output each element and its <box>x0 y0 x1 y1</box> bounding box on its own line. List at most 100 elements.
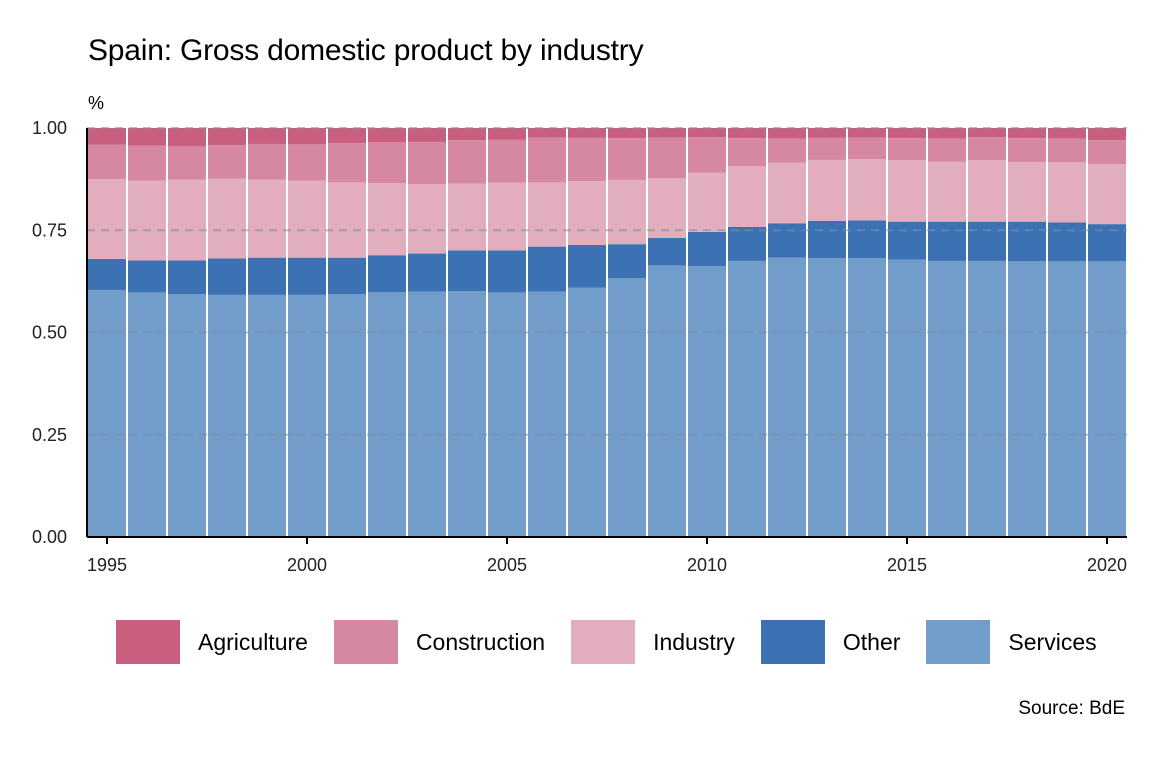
y-tick-label-1.00: 1.00 <box>32 118 67 138</box>
bar-agriculture-1998 <box>208 128 246 146</box>
bar-agriculture-2014 <box>848 128 886 138</box>
bar-industry-1999 <box>248 179 286 258</box>
bar-construction-1995 <box>88 144 126 180</box>
bar-services-2017 <box>968 260 1006 537</box>
bar-industry-2004 <box>448 183 486 251</box>
bar-other-2017 <box>968 221 1006 261</box>
bar-construction-2001 <box>328 143 366 183</box>
bar-services-2002 <box>368 292 406 537</box>
bar-industry-2008 <box>608 179 646 245</box>
bar-services-2008 <box>608 278 646 537</box>
bar-construction-1996 <box>128 145 166 181</box>
bar-agriculture-2012 <box>768 128 806 139</box>
bar-industry-2000 <box>288 180 326 258</box>
source-note: Source: BdE <box>1018 698 1125 719</box>
legend-swatch-services <box>926 620 991 664</box>
bar-construction-1998 <box>208 145 246 179</box>
bar-other-2019 <box>1048 222 1086 262</box>
bar-other-1997 <box>168 260 206 295</box>
bar-other-1998 <box>208 258 246 295</box>
y-tick-label-0.25: 0.25 <box>32 425 67 445</box>
bar-services-1999 <box>248 294 286 537</box>
bar-construction-2007 <box>568 137 606 182</box>
bar-industry-2013 <box>808 159 846 221</box>
bar-agriculture-2020 <box>1088 128 1126 141</box>
bar-agriculture-2016 <box>928 128 966 139</box>
bar-services-2018 <box>1008 261 1046 537</box>
bar-industry-2002 <box>368 183 406 256</box>
bar-construction-2009 <box>648 137 686 179</box>
bar-agriculture-1995 <box>88 128 126 145</box>
bar-industry-2020 <box>1088 163 1126 225</box>
bar-services-2000 <box>288 294 326 537</box>
bar-services-2016 <box>928 260 966 537</box>
bar-services-2005 <box>488 292 526 537</box>
bar-agriculture-2015 <box>888 128 926 139</box>
bar-other-1999 <box>248 257 286 295</box>
bar-construction-2012 <box>768 138 806 163</box>
bar-construction-2017 <box>968 137 1006 161</box>
bar-agriculture-2000 <box>288 128 326 145</box>
bar-other-2001 <box>328 257 366 295</box>
bar-services-2001 <box>328 294 366 537</box>
bar-other-2014 <box>848 220 886 259</box>
chart-title: Spain: Gross domestic product by industr… <box>88 34 644 67</box>
bar-agriculture-2010 <box>688 128 726 137</box>
bar-construction-2020 <box>1088 140 1126 164</box>
legend-swatch-industry <box>571 620 636 664</box>
bar-agriculture-1997 <box>168 128 206 147</box>
bar-agriculture-2002 <box>368 128 406 143</box>
legend-item-construction: Construction <box>333 620 546 664</box>
bar-other-2000 <box>288 257 326 295</box>
legend-label-other: Other <box>842 628 901 655</box>
bar-industry-2019 <box>1048 162 1086 223</box>
bar-construction-2002 <box>368 142 406 184</box>
bar-services-2011 <box>728 260 766 537</box>
bar-industry-2018 <box>1008 161 1046 222</box>
bar-industry-2006 <box>528 182 566 247</box>
x-tick-label-2010: 2010 <box>687 555 727 575</box>
bar-agriculture-2011 <box>728 128 766 139</box>
bar-industry-2007 <box>568 181 606 245</box>
bar-services-2003 <box>408 291 446 537</box>
bar-services-2010 <box>688 266 726 537</box>
bar-construction-2008 <box>608 138 646 180</box>
bar-industry-2010 <box>688 172 726 232</box>
legend-label-construction: Construction <box>415 628 546 655</box>
bar-agriculture-2003 <box>408 128 446 142</box>
y-tick-label-0.50: 0.50 <box>32 323 67 343</box>
bar-services-1996 <box>128 292 166 537</box>
legend-swatch-construction <box>333 620 398 664</box>
bar-construction-2004 <box>448 140 486 184</box>
bar-agriculture-2007 <box>568 128 606 138</box>
legend-swatch-agriculture <box>116 620 180 664</box>
bar-agriculture-2006 <box>528 128 566 138</box>
bar-other-2008 <box>608 244 646 279</box>
bar-other-2018 <box>1008 221 1046 262</box>
x-tick-label-2000: 2000 <box>287 555 327 575</box>
bar-services-2020 <box>1088 261 1126 537</box>
bar-services-2019 <box>1048 261 1086 537</box>
bar-services-2012 <box>768 257 806 537</box>
bar-agriculture-2004 <box>448 128 486 141</box>
bar-other-2011 <box>728 226 766 261</box>
bar-other-1996 <box>128 260 166 293</box>
bar-industry-2016 <box>928 161 966 222</box>
bar-construction-2014 <box>848 137 886 160</box>
bar-construction-2010 <box>688 137 726 173</box>
legend-label-agriculture: Agriculture <box>198 628 308 655</box>
bar-services-1997 <box>168 294 206 537</box>
x-tick-label-2015: 2015 <box>887 555 927 575</box>
bar-services-2007 <box>568 287 606 537</box>
bar-services-2013 <box>808 258 846 537</box>
bar-services-2014 <box>848 258 886 537</box>
bar-services-1998 <box>208 294 246 537</box>
bar-services-2009 <box>648 265 686 537</box>
bar-construction-2018 <box>1008 138 1046 162</box>
bar-agriculture-2009 <box>648 128 686 138</box>
bar-construction-2011 <box>728 138 766 167</box>
x-tick-label-2020: 2020 <box>1087 555 1127 575</box>
bar-construction-2006 <box>528 137 566 183</box>
legend: Agriculture Construction Industry Other … <box>116 620 1123 664</box>
legend-label-industry: Industry <box>653 628 735 655</box>
